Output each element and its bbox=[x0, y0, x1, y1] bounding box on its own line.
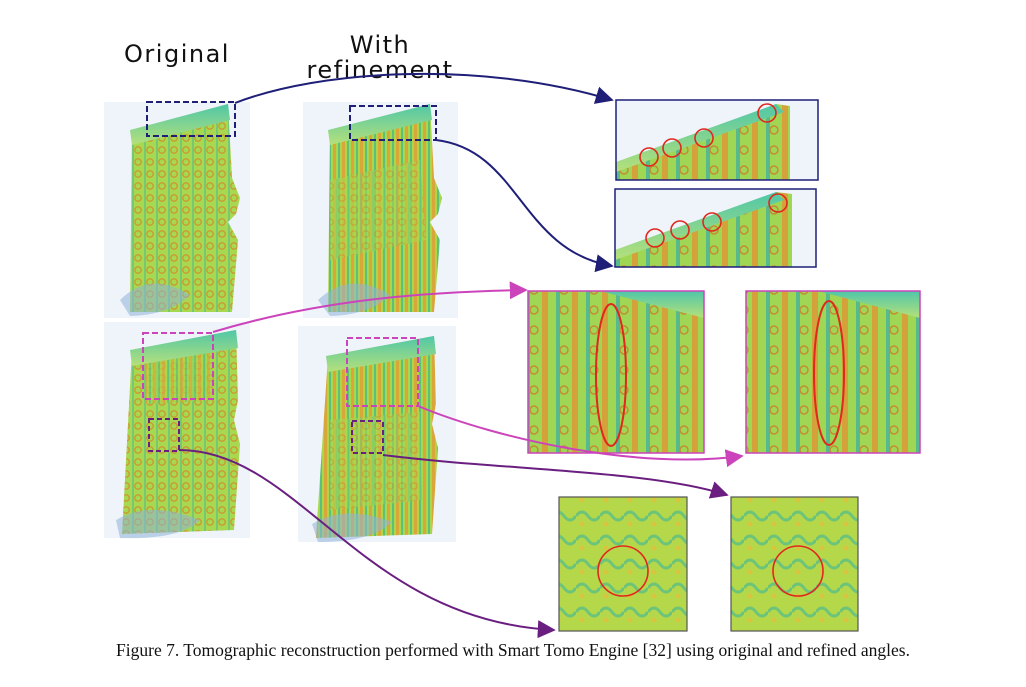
volume-refined-bottom bbox=[298, 326, 456, 542]
zoom-box-refined-top bbox=[349, 105, 437, 141]
highlight-circle bbox=[757, 103, 777, 123]
arrow-refined-top bbox=[435, 139, 614, 273]
label-with: With bbox=[349, 31, 411, 59]
volume-original-top bbox=[104, 102, 250, 318]
zoom-box-refined-stripes bbox=[346, 337, 419, 407]
volume-refined-top bbox=[303, 102, 458, 318]
zoom-box-original-stripes bbox=[142, 332, 214, 400]
highlight-circle bbox=[670, 220, 690, 240]
zoom-stripes-original bbox=[527, 290, 705, 454]
zoom-edge-refined bbox=[614, 188, 817, 268]
label-original: Original bbox=[124, 40, 230, 68]
highlight-ellipse bbox=[595, 303, 627, 447]
highlight-circle bbox=[597, 545, 649, 597]
zoom-detail-original bbox=[558, 496, 688, 632]
zoom-detail-refined bbox=[730, 496, 859, 632]
arrow-refined-stripes bbox=[417, 405, 744, 468]
zoom-stripes-refined bbox=[745, 290, 921, 454]
highlight-ellipse bbox=[813, 300, 845, 446]
zoom-edge-original bbox=[615, 99, 819, 181]
arrow-refined-detail bbox=[382, 454, 729, 499]
arrow-original-top bbox=[234, 72, 614, 104]
arrow-original-stripes bbox=[212, 281, 528, 333]
highlight-circle bbox=[639, 147, 659, 167]
highlight-circle bbox=[772, 545, 824, 597]
highlight-circle bbox=[645, 228, 665, 248]
zoom-box-original-top bbox=[146, 101, 236, 137]
figure-caption: Figure 7. Tomographic reconstruction per… bbox=[116, 640, 910, 660]
label-refinement: refinement bbox=[306, 56, 454, 84]
highlight-circle bbox=[662, 138, 682, 158]
volume-original-bottom bbox=[104, 322, 250, 539]
highlight-circle bbox=[768, 193, 788, 213]
highlight-circle bbox=[702, 212, 722, 232]
highlight-circle bbox=[694, 128, 714, 148]
zoom-box-original-detail bbox=[148, 418, 180, 452]
arrow-original-detail bbox=[178, 449, 556, 639]
